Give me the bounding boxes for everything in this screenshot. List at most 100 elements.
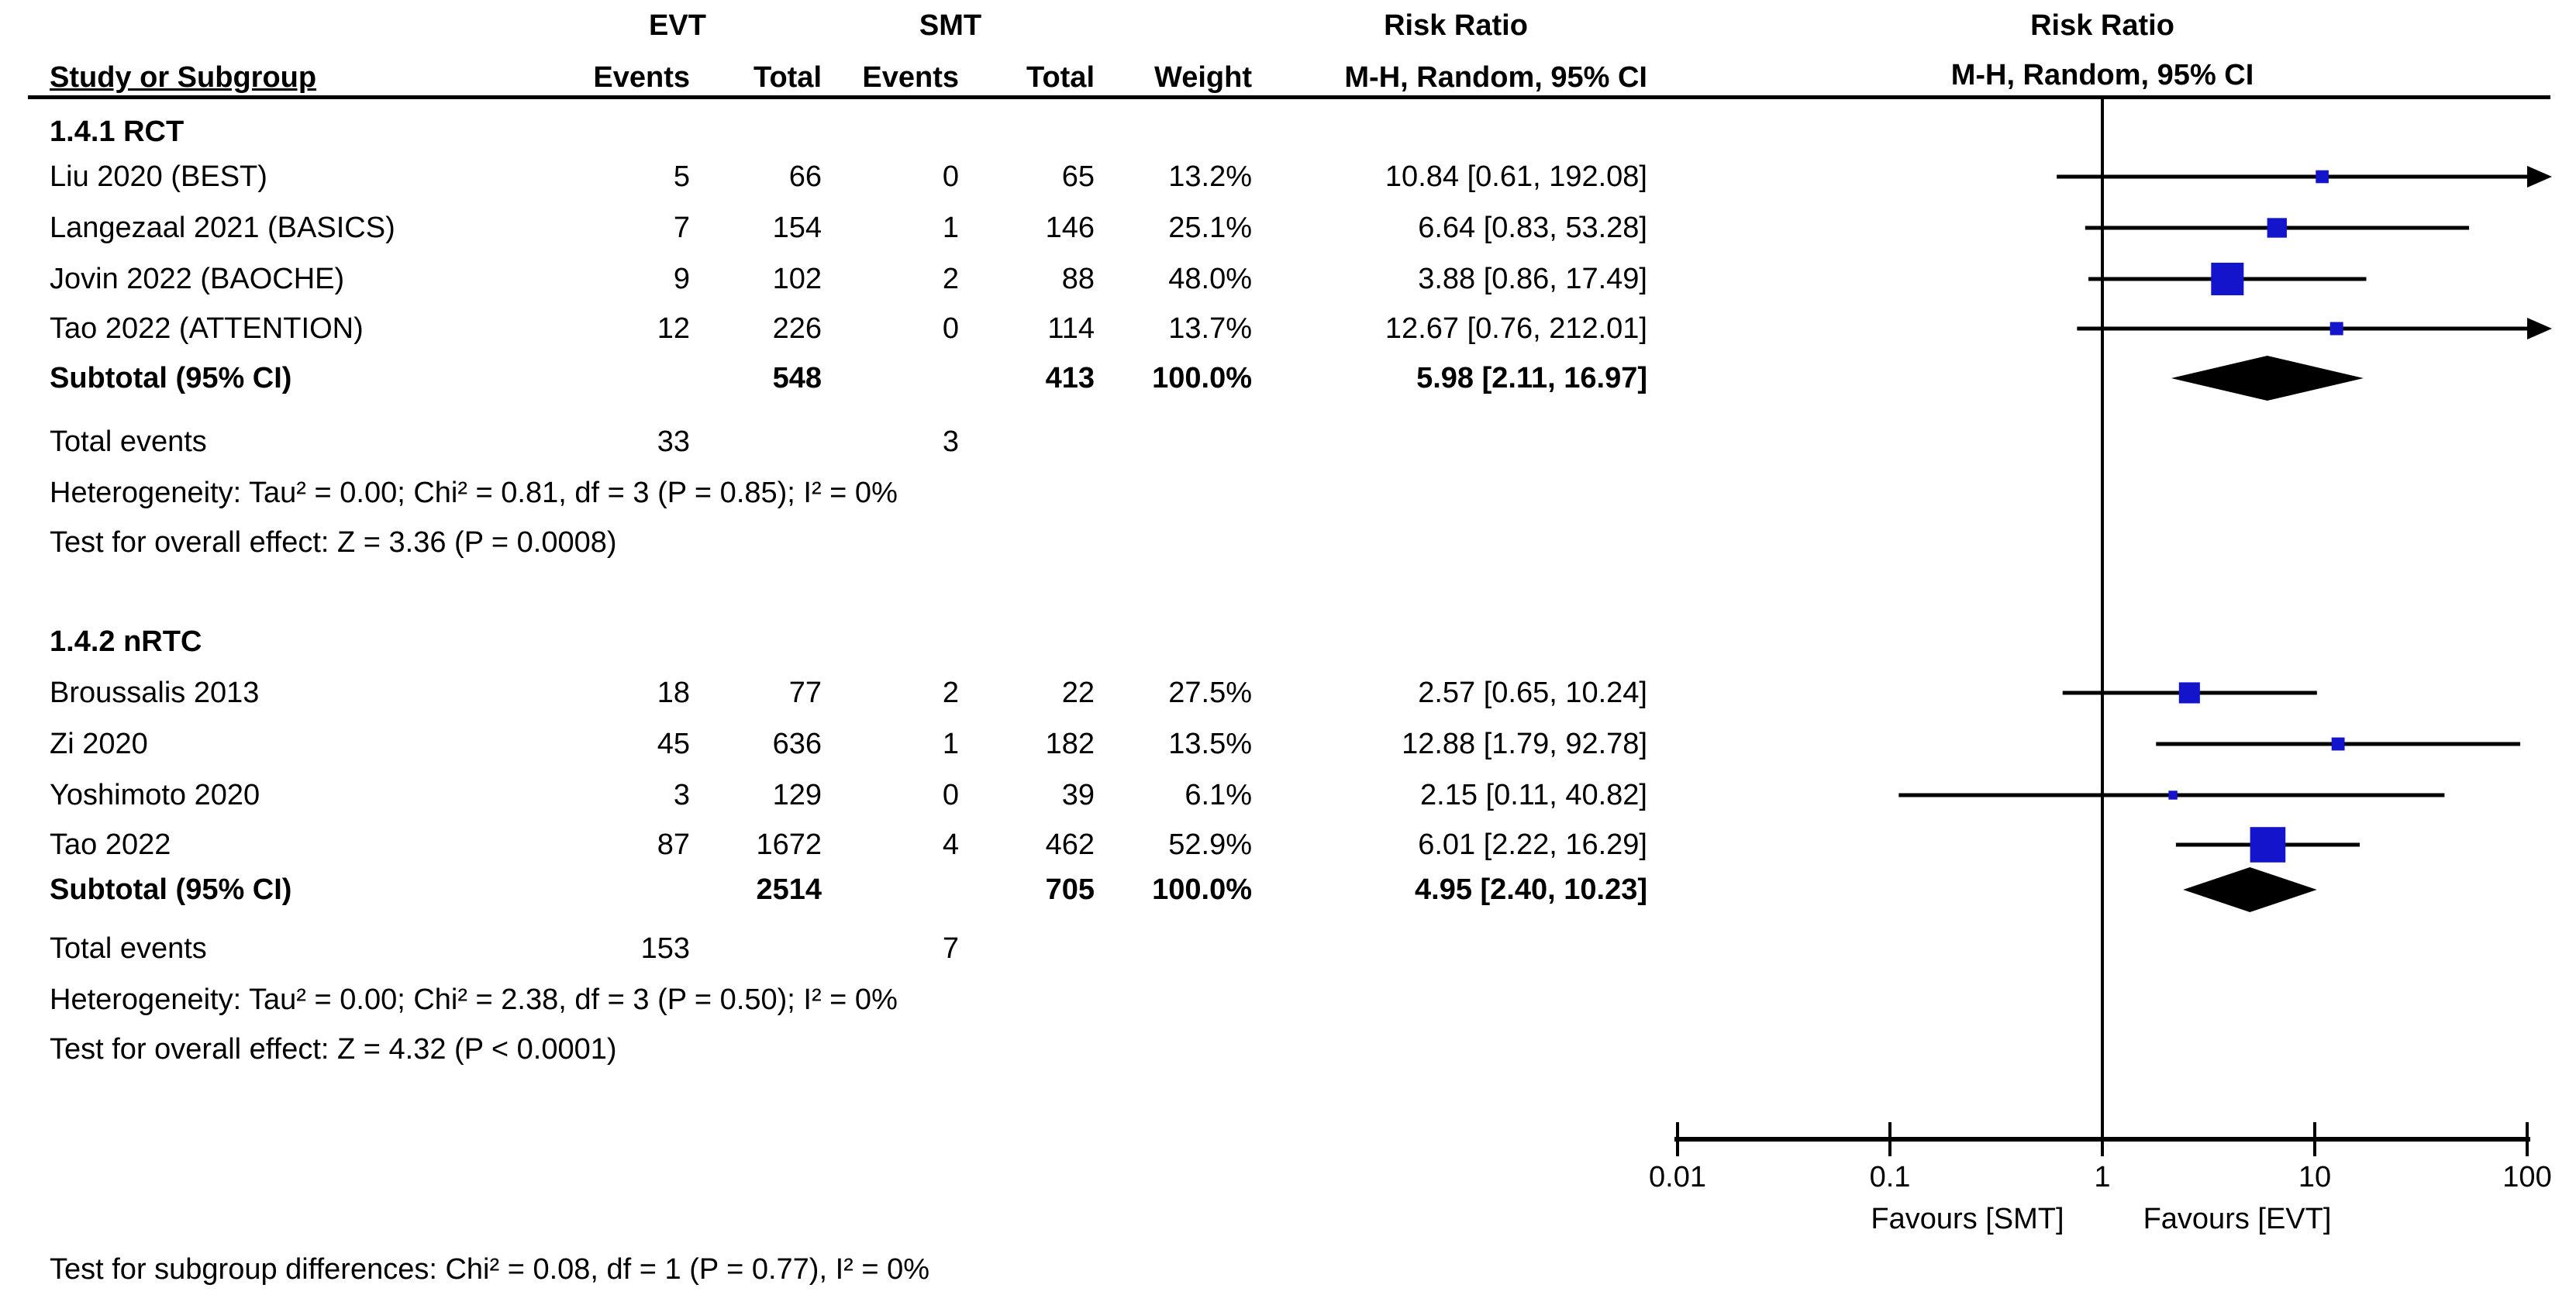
smt-total: 182 (1045, 727, 1095, 760)
table-row: Zi 2020 45 636 1 182 13.5% 12.88 [1.79, … (0, 722, 1647, 766)
smt-total-events: 3 (942, 425, 959, 458)
plot-column-title: Risk Ratio (2030, 9, 2174, 42)
risk-ratio-ci: 12.67 [0.76, 212.01] (1385, 312, 1647, 345)
study-label: Langezaal 2021 (BASICS) (50, 211, 395, 244)
total-events-row: Total events 33 3 (0, 420, 1647, 463)
smt-total: 705 (1045, 873, 1095, 906)
study-label: Liu 2020 (BEST) (50, 160, 267, 193)
section-label-row: 1.4.1 RCT (0, 110, 1647, 153)
weight: 27.5% (1168, 676, 1252, 709)
subtotal-label: Subtotal (95% CI) (50, 873, 292, 906)
overall-effect-row: Test for overall effect: Z = 3.36 (P = 0… (0, 521, 1647, 564)
axis-tick-0.1: 0.1 (1869, 1161, 1911, 1193)
smt-total: 114 (1047, 312, 1095, 345)
weight: 6.1% (1185, 778, 1252, 811)
evt-events: 3 (673, 778, 690, 811)
study-label: Zi 2020 (50, 727, 148, 760)
smt-events: 2 (942, 676, 959, 709)
smt-total-header: Total (1026, 60, 1095, 94)
evt-total-header: Total (753, 60, 822, 94)
overall-effect-text: Test for overall effect: Z = 4.32 (P < 0… (50, 1032, 617, 1066)
study-label: Tao 2022 (50, 828, 171, 861)
risk-ratio-ci: 6.01 [2.22, 16.29] (1418, 828, 1647, 861)
effect-column-title: Risk Ratio (1384, 9, 1528, 42)
evt-events: 9 (673, 262, 690, 295)
total-events-label: Total events (50, 932, 207, 965)
total-events-row: Total events 153 7 (0, 927, 1647, 970)
evt-events: 12 (657, 312, 690, 345)
study-label: Jovin 2022 (BAOCHE) (50, 262, 345, 295)
evt-total: 636 (772, 727, 822, 760)
smt-events: 4 (942, 828, 959, 861)
group2-header: SMT (919, 9, 982, 42)
evt-events: 45 (657, 727, 690, 760)
evt-total: 226 (772, 312, 822, 345)
study-label: Tao 2022 (ATTENTION) (50, 312, 364, 345)
table-row: Langezaal 2021 (BASICS) 7 154 1 146 25.1… (0, 206, 1647, 250)
axis-tick-100: 100 (2502, 1161, 2552, 1193)
effect-column-sub-header: M-H, Random, 95% CI (1344, 60, 1647, 94)
smt-events: 0 (942, 160, 959, 193)
evt-events-header: Events (593, 60, 690, 94)
evt-total-events: 153 (640, 932, 690, 965)
subtotal-row: Subtotal (95% CI) 2514 705 100.0% 4.95 [… (0, 868, 1647, 911)
study-label: Broussalis 2013 (50, 676, 260, 709)
favours-left-label: Favours [SMT] (1871, 1203, 2064, 1235)
evt-events: 87 (657, 828, 690, 861)
risk-ratio-ci: 2.57 [0.65, 10.24] (1418, 676, 1647, 709)
evt-events: 7 (673, 211, 690, 244)
table-row: Liu 2020 (BEST) 5 66 0 65 13.2% 10.84 [0… (0, 155, 1647, 198)
heterogeneity-text: Heterogeneity: Tau² = 0.00; Chi² = 0.81,… (50, 476, 898, 509)
weight: 13.5% (1168, 727, 1252, 760)
table-row: Jovin 2022 (BAOCHE) 9 102 2 88 48.0% 3.8… (0, 257, 1647, 301)
evt-total: 154 (772, 211, 822, 244)
table-row: Yoshimoto 2020 3 129 0 39 6.1% 2.15 [0.1… (0, 773, 1647, 817)
weight: 100.0% (1152, 361, 1252, 394)
evt-total: 2514 (756, 873, 822, 906)
favours-right-label: Favours [EVT] (2143, 1203, 2332, 1235)
axis-tick-0.01: 0.01 (1649, 1161, 1706, 1193)
heterogeneity-text: Heterogeneity: Tau² = 0.00; Chi² = 2.38,… (50, 983, 898, 1016)
subgroup-test-row: Test for subgroup differences: Chi² = 0.… (0, 1248, 1647, 1291)
evt-total: 77 (788, 676, 822, 709)
weight: 100.0% (1152, 873, 1252, 906)
evt-total: 102 (772, 262, 822, 295)
smt-events-header: Events (862, 60, 959, 94)
evt-events: 18 (657, 676, 690, 709)
smt-total: 413 (1045, 361, 1095, 394)
axis-tick-10: 10 (2298, 1161, 2332, 1193)
overall-effect-row: Test for overall effect: Z = 4.32 (P < 0… (0, 1028, 1647, 1071)
risk-ratio-ci: 3.88 [0.86, 17.49] (1418, 262, 1647, 295)
risk-ratio-ci: 10.84 [0.61, 192.08] (1385, 160, 1647, 193)
smt-total: 65 (1061, 160, 1095, 193)
risk-ratio-ci: 5.98 [2.11, 16.97] (1416, 361, 1647, 394)
smt-events: 0 (942, 312, 959, 345)
weight: 52.9% (1168, 828, 1252, 861)
column-header-row: Study or Subgroup Events Total Events To… (0, 56, 1647, 99)
smt-total-events: 7 (942, 932, 959, 965)
total-events-label: Total events (50, 425, 207, 458)
smt-events: 0 (942, 778, 959, 811)
weight: 13.7% (1168, 312, 1252, 345)
evt-total-events: 33 (657, 425, 690, 458)
weight: 13.2% (1168, 160, 1252, 193)
section-2-label: 1.4.2 nRTC (50, 625, 202, 658)
weight: 25.1% (1168, 211, 1252, 244)
evt-total: 548 (772, 361, 822, 394)
smt-total: 39 (1061, 778, 1095, 811)
subgroup-test-text: Test for subgroup differences: Chi² = 0.… (50, 1252, 930, 1286)
evt-total: 129 (772, 778, 822, 811)
study-column-header: Study or Subgroup (50, 60, 317, 94)
heterogeneity-row: Heterogeneity: Tau² = 0.00; Chi² = 2.38,… (0, 978, 1647, 1021)
evt-total: 66 (788, 160, 822, 193)
subtotal-label: Subtotal (95% CI) (50, 361, 292, 394)
evt-events: 5 (673, 160, 690, 193)
smt-total: 146 (1045, 211, 1095, 244)
risk-ratio-ci: 12.88 [1.79, 92.78] (1402, 727, 1647, 760)
plot-column-sub-header: M-H, Random, 95% CI (1950, 59, 2254, 91)
smt-events: 1 (942, 211, 959, 244)
group1-header: EVT (649, 9, 706, 42)
table-row: Tao 2022 (ATTENTION) 12 226 0 114 13.7% … (0, 307, 1647, 350)
